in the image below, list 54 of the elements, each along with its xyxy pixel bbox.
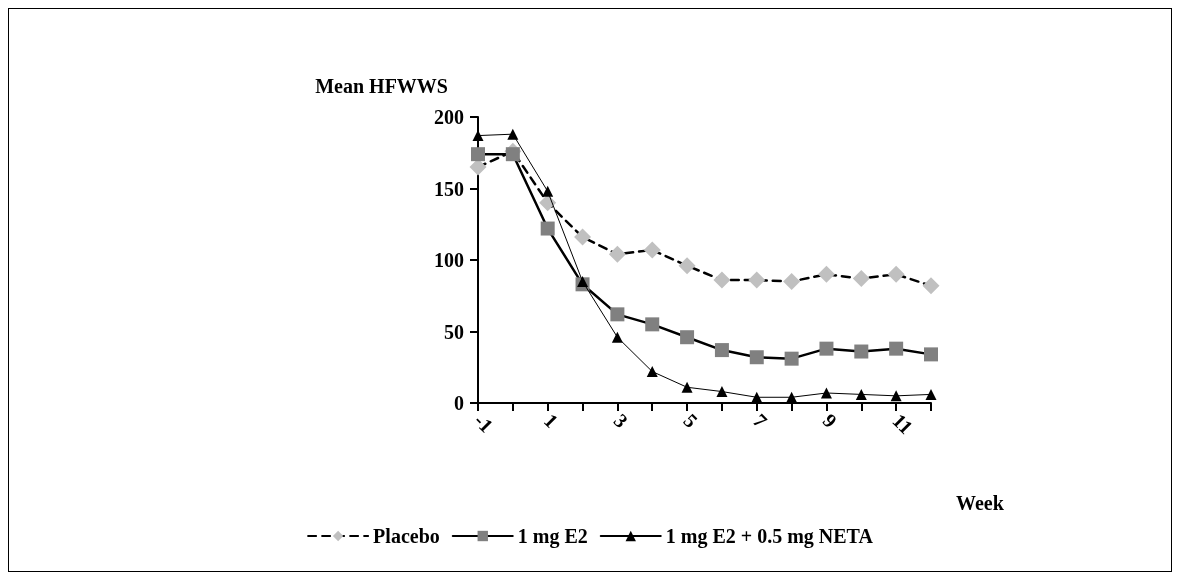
x-tick-label: 7 [748, 409, 772, 432]
point [680, 330, 695, 345]
point [748, 271, 766, 289]
point [542, 185, 554, 197]
y-tick-label: 150 [434, 177, 464, 200]
y-axis-title: Mean HFWWS [315, 75, 448, 97]
point [646, 366, 658, 378]
point [610, 307, 625, 322]
point [751, 391, 763, 403]
point [749, 350, 764, 365]
x-tick-label: 1 [539, 409, 563, 432]
legend-label: Placebo [373, 525, 440, 547]
point [889, 341, 904, 356]
point [786, 391, 798, 403]
point [678, 257, 696, 275]
legend-label: 1 mg E2 + 0.5 mg NETA [665, 525, 874, 548]
point [852, 270, 870, 288]
point [819, 341, 834, 356]
point [507, 128, 519, 140]
point [540, 221, 555, 236]
point [645, 317, 660, 332]
legend-label: 1 mg E2 [517, 525, 588, 548]
point [855, 388, 867, 400]
y-tick-label: 50 [444, 320, 464, 343]
point [681, 381, 693, 393]
y-tick-label: 0 [454, 392, 464, 414]
point [716, 386, 728, 398]
point [574, 228, 592, 246]
point [925, 388, 937, 400]
point [714, 343, 729, 358]
point [505, 147, 520, 162]
point [924, 347, 938, 362]
point [890, 390, 902, 402]
x-tick-label: 9 [818, 409, 842, 432]
point [922, 277, 940, 295]
x-tick-label: -1 [470, 409, 498, 437]
y-tick-label: 200 [434, 106, 464, 128]
x-tick-label: 3 [609, 409, 633, 432]
x-tick-label: 5 [679, 409, 702, 432]
point [783, 272, 801, 290]
point [577, 275, 589, 287]
point [854, 344, 869, 359]
point [887, 265, 905, 283]
point [471, 147, 485, 162]
x-tick-label: 11 [888, 409, 918, 439]
point [820, 387, 832, 399]
point [611, 331, 623, 343]
point [608, 245, 626, 263]
point [784, 351, 799, 366]
point [817, 265, 835, 283]
y-tick-label: 100 [434, 249, 464, 271]
point [713, 271, 731, 289]
x-axis-title: Week [956, 492, 1005, 514]
point [643, 241, 661, 259]
